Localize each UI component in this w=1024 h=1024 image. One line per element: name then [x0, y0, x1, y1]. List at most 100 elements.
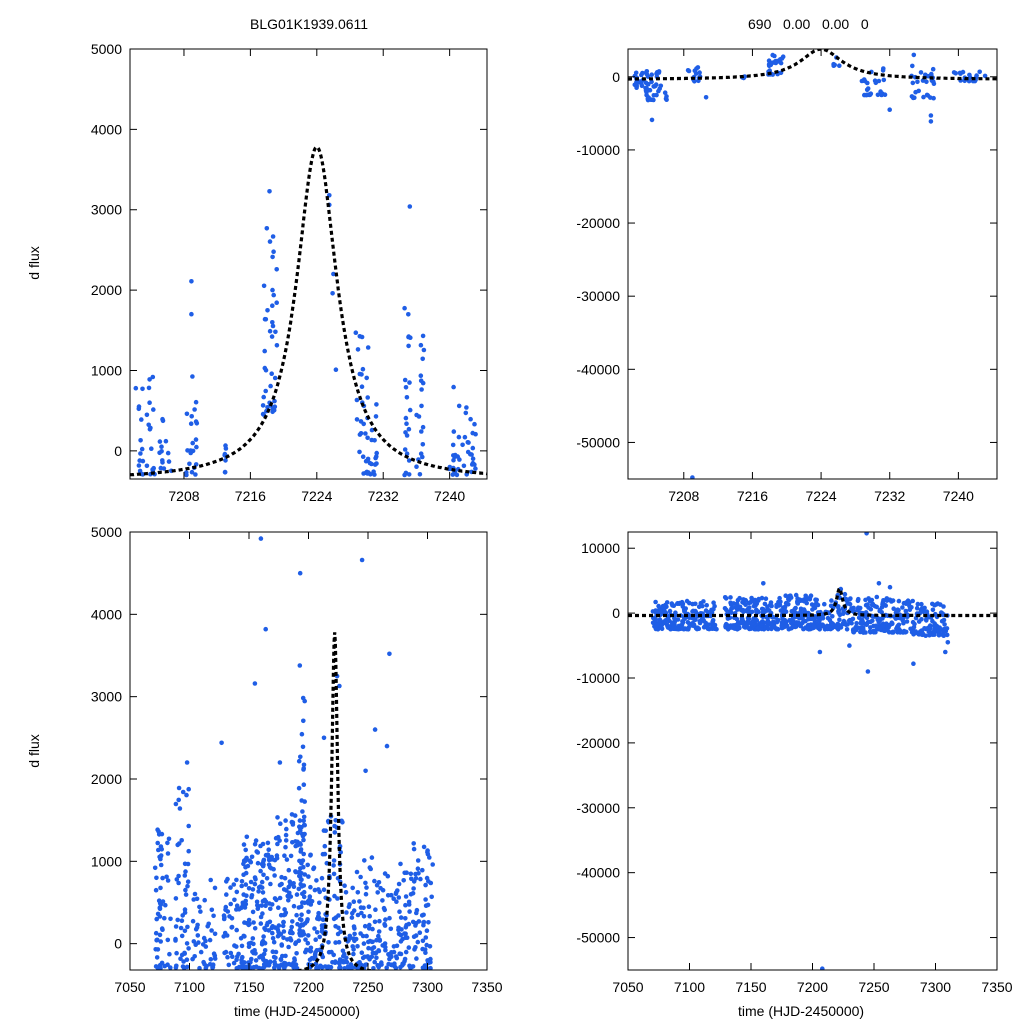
data-point	[246, 922, 251, 928]
data-point	[711, 606, 716, 612]
data-point	[425, 849, 430, 855]
data-point	[418, 451, 424, 457]
data-point	[163, 902, 168, 908]
data-point	[189, 414, 194, 419]
data-point	[331, 871, 337, 877]
data-point	[192, 407, 197, 412]
data-point	[383, 917, 388, 922]
data-point	[314, 966, 319, 970]
data-point	[279, 874, 284, 880]
data-point	[941, 633, 946, 638]
y-axis-label-top: d flux	[26, 246, 42, 280]
data-point	[252, 926, 258, 931]
data-point	[182, 928, 188, 934]
data-point	[772, 53, 777, 59]
data-point	[241, 842, 247, 847]
data-point	[279, 943, 285, 948]
data-point	[669, 620, 675, 625]
data-point	[358, 874, 363, 880]
data-point	[665, 625, 671, 630]
data-point	[261, 934, 266, 939]
data-point	[281, 929, 287, 934]
data-point	[224, 892, 229, 897]
data-point	[272, 375, 278, 381]
data-point	[411, 879, 417, 884]
data-point	[166, 836, 172, 842]
data-point	[337, 957, 343, 962]
data-point	[326, 940, 331, 945]
data-point	[249, 854, 255, 860]
data-point	[223, 949, 229, 955]
data-point	[203, 965, 209, 970]
data-point	[651, 97, 656, 103]
data-point	[394, 955, 400, 961]
data-point	[173, 896, 179, 901]
data-point	[305, 862, 311, 868]
data-point	[243, 882, 249, 887]
data-point	[193, 472, 198, 477]
data-point	[900, 605, 905, 610]
data-point	[193, 399, 199, 405]
data-point	[887, 107, 892, 112]
data-point	[904, 619, 910, 624]
data-point	[246, 944, 252, 949]
data-point	[255, 850, 261, 855]
data-point	[918, 609, 923, 615]
data-point	[150, 374, 156, 380]
data-point	[253, 958, 259, 963]
data-point	[787, 617, 792, 623]
x-tick-label: 7224	[301, 488, 332, 504]
data-point	[864, 92, 869, 98]
data-point	[935, 601, 940, 606]
data-point	[255, 906, 261, 911]
panel-bottom-right: 7050 7100 7150 7200 7250 7300 7350 -50000 -40000…	[576, 531, 1013, 995]
panel-top-right: 7208 7216 7224 7232 7240 -50000 -40000 -30000 -2…	[576, 48, 998, 504]
data-point	[367, 922, 372, 928]
data-point	[670, 626, 676, 631]
data-point	[421, 844, 427, 850]
data-point	[364, 375, 370, 381]
data-point	[183, 869, 188, 874]
data-point	[644, 71, 650, 77]
data-point	[415, 939, 421, 945]
x-tick-label: 7216	[737, 488, 768, 504]
data-point	[371, 945, 377, 950]
data-point	[270, 936, 276, 941]
data-point	[181, 959, 186, 964]
data-point	[139, 446, 145, 452]
data-point	[294, 951, 299, 956]
data-point	[333, 818, 339, 823]
data-point	[664, 600, 670, 605]
data-point	[880, 68, 886, 73]
data-point	[362, 858, 367, 863]
data-point	[864, 532, 869, 536]
data-point	[209, 928, 214, 933]
data-point	[290, 840, 295, 845]
data-point	[460, 442, 465, 448]
data-point	[272, 398, 277, 404]
data-point	[398, 939, 404, 944]
data-point	[355, 912, 361, 918]
data-point	[372, 462, 378, 467]
data-point	[389, 954, 394, 959]
data-point	[360, 454, 366, 460]
data-point	[296, 886, 302, 892]
data-point	[659, 623, 664, 629]
data-point	[283, 953, 288, 959]
data-point	[351, 899, 357, 904]
data-point	[896, 598, 902, 604]
data-point	[403, 470, 409, 476]
data-point	[297, 869, 302, 875]
data-point	[418, 373, 424, 379]
data-point	[831, 622, 836, 628]
data-point	[344, 910, 349, 915]
y-tick-label: -30000	[576, 288, 620, 304]
data-point	[289, 819, 295, 825]
data-point	[297, 841, 303, 846]
data-point	[308, 884, 313, 890]
data-point	[865, 86, 871, 91]
data-point	[228, 885, 233, 890]
data-point	[403, 415, 409, 421]
data-point	[705, 626, 711, 631]
data-point	[881, 77, 887, 83]
